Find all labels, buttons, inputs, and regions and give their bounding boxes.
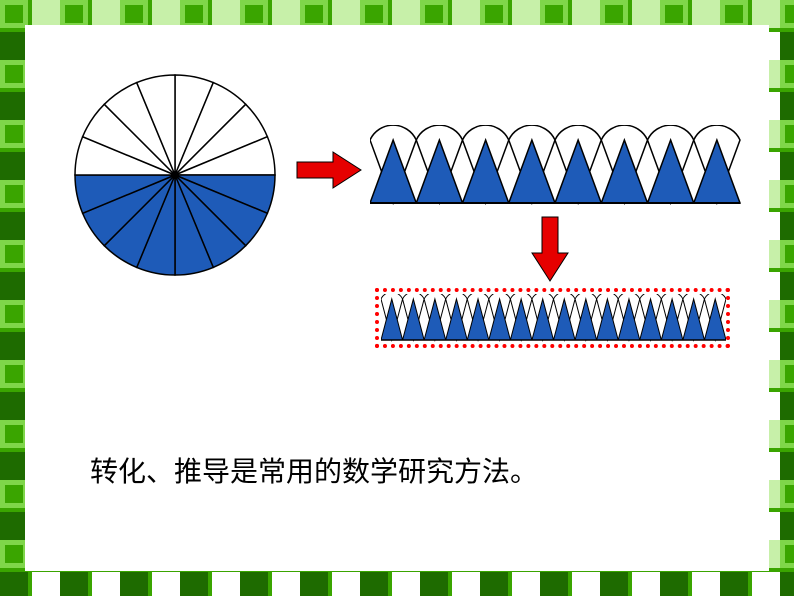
circle-diagram [70, 70, 280, 285]
strip-second-container [375, 288, 730, 348]
strip-second [381, 294, 726, 349]
circle-svg [70, 70, 280, 280]
caption-text: 转化、推导是常用的数学研究方法。 [90, 450, 538, 490]
strip-first-svg [370, 125, 750, 215]
content-area: 转化、推导是常用的数学研究方法。 [30, 30, 764, 566]
arrow-down [530, 215, 570, 290]
strip-first [370, 125, 750, 220]
arrow-down-svg [530, 215, 570, 285]
strip-second-svg [381, 294, 726, 344]
arrow-right-svg [295, 150, 365, 190]
arrow-right [295, 150, 365, 195]
